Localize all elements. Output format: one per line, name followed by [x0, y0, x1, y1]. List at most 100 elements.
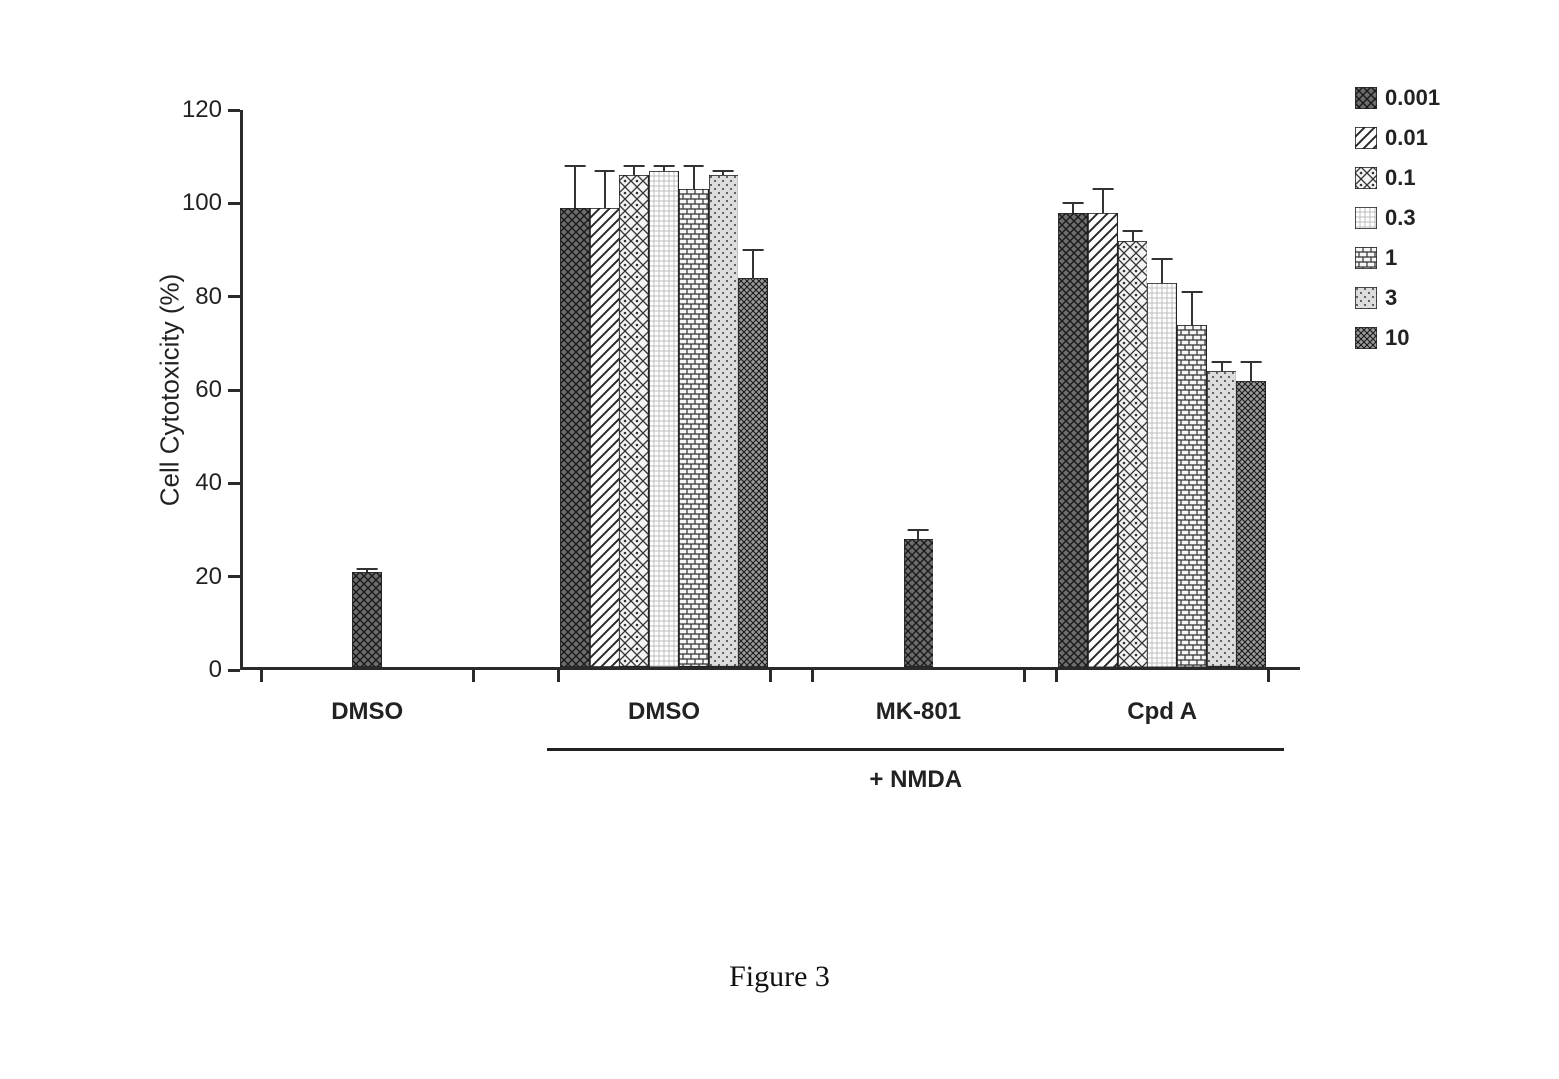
- x-group-label: DMSO: [628, 698, 700, 726]
- x-tick: [811, 670, 814, 682]
- legend-swatch: [1355, 327, 1377, 349]
- legend-item: 10: [1355, 325, 1525, 351]
- y-tick: [228, 389, 240, 392]
- error-bar: [917, 530, 919, 539]
- error-bar: [693, 166, 695, 189]
- y-axis: [240, 110, 243, 670]
- legend-swatch: [1355, 127, 1377, 149]
- x-tick: [260, 670, 263, 682]
- error-bar: [574, 166, 576, 208]
- error-cap: [683, 165, 704, 167]
- y-tick-label: 120: [182, 96, 222, 124]
- legend-item: 0.3: [1355, 205, 1525, 231]
- bar: [904, 539, 934, 667]
- legend-item: 0.001: [1355, 85, 1525, 111]
- bar: [560, 208, 590, 667]
- legend: 0.001 0.01 0.1 0.3 1 3 10: [1355, 85, 1525, 365]
- x-tick: [1267, 670, 1270, 682]
- error-cap: [743, 249, 764, 251]
- x-tick: [1055, 670, 1058, 682]
- legend-label: 0.3: [1385, 205, 1416, 231]
- x-tick: [472, 670, 475, 682]
- bar: [1147, 283, 1177, 667]
- y-tick: [228, 295, 240, 298]
- y-axis-title: Cell Cytotoxicity (%): [155, 274, 186, 507]
- legend-label: 0.001: [1385, 85, 1440, 111]
- legend-label: 3: [1385, 285, 1397, 311]
- page: Cell Cytotoxicity (%) 0 20 40 60 80 100 120 DMS…: [0, 0, 1559, 1079]
- legend-item: 0.1: [1355, 165, 1525, 191]
- legend-item: 3: [1355, 285, 1525, 311]
- error-bar: [1072, 203, 1074, 212]
- error-bar: [1221, 362, 1223, 371]
- legend-item: 0.01: [1355, 125, 1525, 151]
- legend-label: 10: [1385, 325, 1409, 351]
- y-tick-label: 100: [182, 189, 222, 217]
- legend-swatch: [1355, 247, 1377, 269]
- error-cap: [654, 165, 675, 167]
- bar: [1088, 213, 1118, 667]
- error-cap: [1181, 291, 1202, 293]
- error-cap: [1063, 202, 1084, 204]
- error-cap: [594, 170, 615, 172]
- bar: [709, 175, 739, 667]
- y-tick-label: 40: [195, 469, 222, 497]
- error-bar: [1132, 231, 1134, 240]
- error-cap: [1092, 188, 1113, 190]
- x-tick: [1023, 670, 1026, 682]
- bar: [619, 175, 649, 667]
- error-cap: [624, 165, 645, 167]
- error-bar: [1191, 292, 1193, 325]
- bar: [1118, 241, 1148, 667]
- error-bar: [1250, 362, 1252, 381]
- legend-swatch: [1355, 207, 1377, 229]
- nmda-label: + NMDA: [869, 766, 962, 794]
- error-bar: [1102, 189, 1104, 212]
- x-group-label: MK-801: [876, 698, 961, 726]
- bar: [649, 171, 679, 667]
- error-cap: [713, 170, 734, 172]
- error-bar: [604, 171, 606, 208]
- bar: [352, 572, 382, 667]
- legend-item: 1: [1355, 245, 1525, 271]
- x-group-label: DMSO: [331, 698, 403, 726]
- y-tick-label: 20: [195, 563, 222, 591]
- error-cap: [908, 529, 929, 531]
- legend-swatch: [1355, 167, 1377, 189]
- y-tick: [228, 109, 240, 112]
- plot-region: Cell Cytotoxicity (%) 020406080100120DMS…: [240, 110, 1300, 670]
- error-bar: [1161, 259, 1163, 282]
- y-tick: [228, 669, 240, 672]
- bar: [590, 208, 620, 667]
- x-tick: [769, 670, 772, 682]
- y-tick: [228, 202, 240, 205]
- x-group-label: Cpd A: [1127, 698, 1197, 726]
- y-tick: [228, 575, 240, 578]
- bar: [1177, 325, 1207, 667]
- y-tick-label: 80: [195, 283, 222, 311]
- legend-label: 0.1: [1385, 165, 1416, 191]
- nmda-bracket: [547, 748, 1284, 751]
- x-tick: [557, 670, 560, 682]
- bar: [1236, 381, 1266, 667]
- y-tick-label: 0: [209, 656, 222, 684]
- legend-swatch: [1355, 87, 1377, 109]
- bar: [738, 278, 768, 667]
- legend-swatch: [1355, 287, 1377, 309]
- y-tick-label: 60: [195, 376, 222, 404]
- legend-label: 0.01: [1385, 125, 1428, 151]
- chart-area: Cell Cytotoxicity (%) 0 20 40 60 80 100 120 DMS…: [150, 90, 1330, 750]
- error-cap: [565, 165, 586, 167]
- legend-label: 1: [1385, 245, 1397, 271]
- bar: [679, 189, 709, 667]
- figure-caption: Figure 3: [729, 960, 830, 994]
- bar: [1058, 213, 1088, 667]
- error-cap: [1152, 258, 1173, 260]
- error-bar: [752, 250, 754, 278]
- error-cap: [357, 568, 378, 570]
- bar: [1207, 371, 1237, 667]
- y-tick: [228, 482, 240, 485]
- error-cap: [1211, 361, 1232, 363]
- error-bar: [633, 166, 635, 175]
- error-cap: [1122, 230, 1143, 232]
